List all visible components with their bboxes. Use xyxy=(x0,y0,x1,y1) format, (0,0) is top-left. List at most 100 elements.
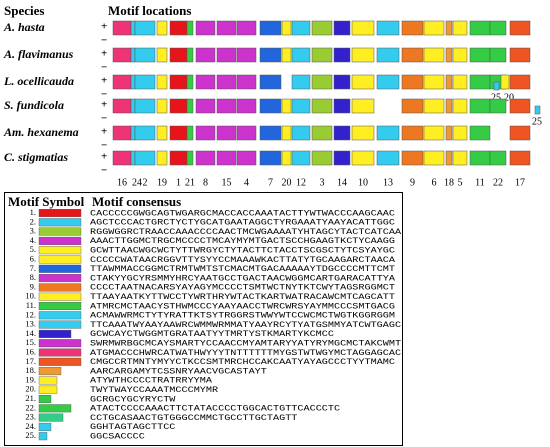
motif-block xyxy=(291,150,311,166)
motif-symbol xyxy=(38,320,82,329)
motif-consensus: SWRMWRBGCMCAYSMARTYCCAACCMYAMTARYYATYRYM… xyxy=(90,338,401,348)
species-name: A. hasta xyxy=(3,20,45,34)
motif-axis-label: 24 xyxy=(132,177,142,188)
motif-block xyxy=(401,20,424,36)
motif-axis-label: 15 xyxy=(222,177,232,188)
species-name: S. fundicola xyxy=(4,98,64,112)
motif-block xyxy=(423,74,445,90)
motif-block xyxy=(423,98,445,114)
motif-number: 1. xyxy=(30,207,36,217)
motif-block xyxy=(311,150,333,166)
motif-block xyxy=(134,150,156,166)
motif-block xyxy=(311,125,333,141)
motif-symbol xyxy=(38,227,82,236)
motif-block xyxy=(291,98,311,114)
motif-symbol xyxy=(38,264,82,273)
motif-consensus: TTAWMMACCGGMCTRMTWMTSTCMACMTGACAAAAAYTDG… xyxy=(90,264,395,274)
motif-block xyxy=(452,98,468,114)
motif-extra-label: 25 xyxy=(491,92,501,103)
motif-block xyxy=(401,47,424,63)
motif-axis-label: 21 xyxy=(185,177,195,188)
motif-consensus: ATACTCCCCAAACTTCTATACCCCTGGCACTGTTCACCCT… xyxy=(90,404,340,414)
motif-block xyxy=(376,125,400,141)
motif-axis-label: 10 xyxy=(358,177,368,188)
motif-consensus: CACCCCCGWGCAGTWGARGCMACCACCAAATACTTYWTWA… xyxy=(90,208,395,218)
motif-symbol xyxy=(38,348,82,357)
motif-block xyxy=(452,125,468,141)
motif-consensus: CCTGCASAACTGTGGGCCMMCTGCCTTGCTAGTT xyxy=(90,413,297,423)
motif-number: 3. xyxy=(30,226,36,236)
motif-consensus: GGCSACCCC xyxy=(90,431,145,441)
motif-block xyxy=(236,98,257,114)
motif-number: 13. xyxy=(25,319,36,329)
motif-consensus: ACMAWWRMCTYTYRATTKTSYTRGGRSTWWYWTCCWCMCT… xyxy=(90,311,395,321)
motif-block xyxy=(509,98,531,114)
motif-symbol xyxy=(38,413,64,422)
motif-symbol xyxy=(38,395,52,404)
motif-consensus: TTAAYAATKYTTWCCTYWRTHRYWTACTKARTWATRACAW… xyxy=(90,292,395,302)
motif-block xyxy=(291,47,311,63)
motif-consensus: ATGMACCCHWRCATWATHWYYYTNTTTTTTMYGSTWTWGY… xyxy=(90,348,401,358)
motif-block xyxy=(112,98,132,114)
motif-axis-label: 5 xyxy=(458,177,463,188)
motif-block xyxy=(259,47,282,63)
motif-symbol xyxy=(38,311,82,320)
motif-block xyxy=(291,125,311,141)
motif-axis-label: 4 xyxy=(244,177,249,188)
motif-consensus: ATMRCMCTAACYSTHWMCCCYAAYAACCTWRCWRSYAYMM… xyxy=(90,301,395,311)
motif-block xyxy=(186,20,194,36)
motif-block xyxy=(452,74,468,90)
motif-block xyxy=(216,47,237,63)
motif-number: 23. xyxy=(25,412,36,422)
motif-axis-label: 14 xyxy=(337,177,347,188)
motif-block xyxy=(311,74,333,90)
motif-block xyxy=(351,74,375,90)
motif-block xyxy=(186,150,194,166)
strand-plus: + xyxy=(101,99,107,111)
species-name: A. flavimanus xyxy=(3,47,74,61)
motif-block xyxy=(186,74,194,90)
motif-block xyxy=(156,47,168,63)
motif-consensus: GCWTTAACWGCWCTYTTWRGYCTYTACTTCTACCTSCGSC… xyxy=(90,245,395,255)
motif-block xyxy=(236,47,257,63)
motif-axis-label: 19 xyxy=(157,177,167,188)
strand-minus: − xyxy=(101,35,107,47)
motif-block xyxy=(489,20,507,36)
motif-block xyxy=(195,150,216,166)
motif-block xyxy=(376,47,400,63)
motif-block xyxy=(423,150,445,166)
motif-block xyxy=(445,125,453,141)
motif-block xyxy=(134,98,156,114)
motif-block xyxy=(281,47,292,63)
motif-block xyxy=(452,47,468,63)
motif-block xyxy=(236,20,257,36)
motif-block xyxy=(281,98,292,114)
motif-block xyxy=(489,47,507,63)
motif-symbol xyxy=(38,208,82,217)
motif-consensus: GGHTAGTAGCTTCC xyxy=(90,422,175,432)
motif-block xyxy=(333,47,351,63)
motif-block xyxy=(186,98,194,114)
motif-block xyxy=(445,74,453,90)
motif-block xyxy=(130,47,136,63)
motif-consensus: TTCAAATWYAAYAAWRCWMMWRMMATYAAYRCYTYATGSM… xyxy=(90,320,401,330)
motif-block xyxy=(311,20,333,36)
motif-block xyxy=(186,125,194,141)
motif-block xyxy=(469,98,491,114)
motif-number: 18. xyxy=(25,365,36,375)
motif-block xyxy=(509,47,531,63)
species-name: L. ocellicauda xyxy=(3,74,74,88)
motif-block xyxy=(216,125,237,141)
species-name: C. stigmatias xyxy=(4,150,68,164)
motif-block xyxy=(259,150,282,166)
motif-block xyxy=(112,74,132,90)
motif-axis-label: 16 xyxy=(117,177,127,188)
motif-block xyxy=(134,20,156,36)
species-name: Am. hexanema xyxy=(3,125,79,139)
motif-block xyxy=(401,150,424,166)
motif-block xyxy=(509,74,531,90)
motif-block xyxy=(169,98,188,114)
motif-block xyxy=(291,20,311,36)
motif-block xyxy=(112,125,132,141)
motif-block xyxy=(169,74,188,90)
